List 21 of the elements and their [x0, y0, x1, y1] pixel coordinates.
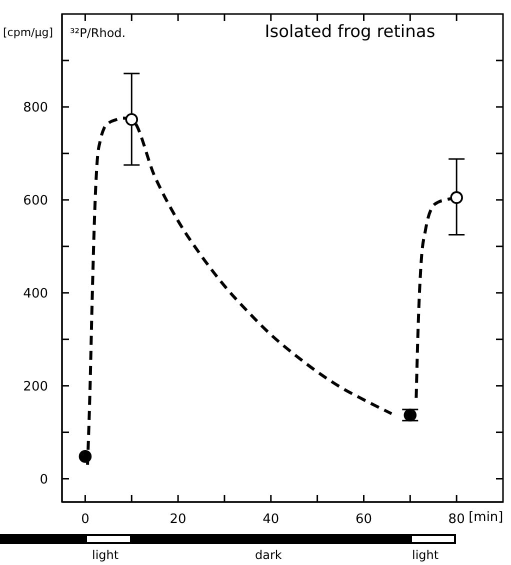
point	[404, 408, 417, 422]
text: Isolated frog retinas	[264, 22, 436, 42]
y-tick-label: 600	[23, 194, 48, 209]
y-tick-label: 200	[23, 379, 48, 394]
point	[78, 450, 92, 463]
x-tick-label: 20	[170, 512, 186, 528]
text: light	[92, 548, 119, 562]
y-tick-label: 0	[40, 472, 48, 488]
x-tick-label: 60	[355, 512, 372, 528]
point	[450, 191, 463, 204]
y-tick-label: 800	[23, 100, 48, 116]
x-axis-title: [min]	[468, 510, 504, 525]
point	[125, 113, 138, 126]
x-tick-label: 40	[262, 512, 280, 528]
x-tick-label: 80	[448, 512, 465, 528]
y-tick-label: 400	[23, 286, 48, 302]
text: dark	[255, 548, 282, 562]
text: light	[412, 548, 439, 562]
y-axis-title: ³²P/Rhod.	[70, 26, 126, 40]
x-tick-label: 0	[81, 512, 90, 528]
text: [cpm/μg]	[3, 26, 54, 39]
